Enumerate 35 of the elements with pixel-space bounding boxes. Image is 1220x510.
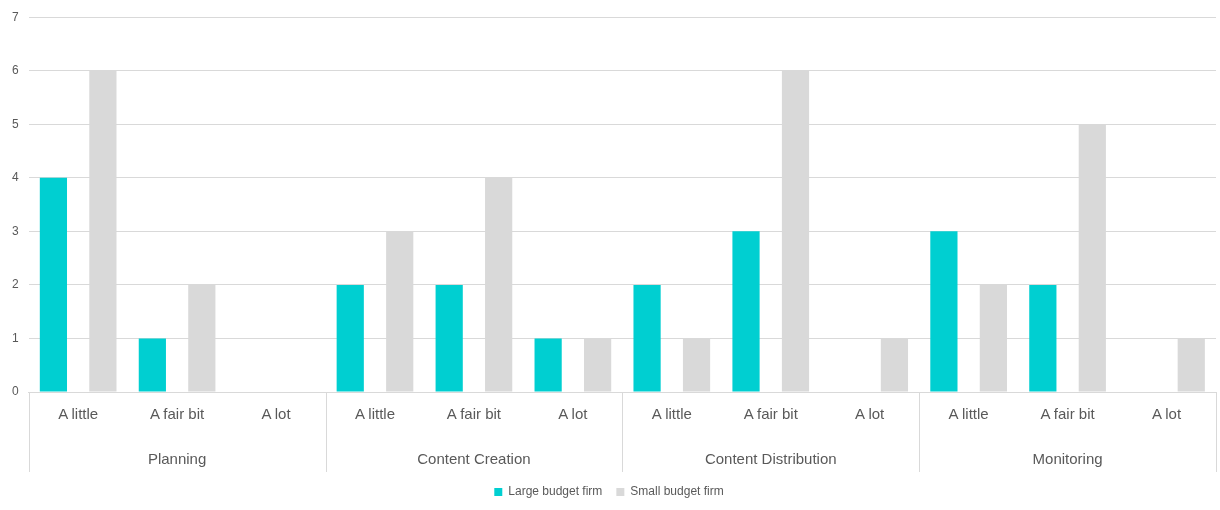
text: Content Distribution <box>704 450 837 468</box>
bar <box>633 284 661 392</box>
legend-label: Large budget firm <box>508 484 603 499</box>
bar <box>435 284 463 392</box>
y-tick-label: 3 <box>11 223 19 238</box>
text: Monitoring <box>1032 450 1103 468</box>
x-tick-label: A lot <box>261 405 292 423</box>
bar <box>534 338 562 392</box>
x-tick-label: A fair bit <box>743 405 799 423</box>
x-tick-label: A lot <box>855 405 886 423</box>
x-tick-label: A little <box>58 405 99 423</box>
x-tick-label: A fair bit <box>446 405 502 423</box>
bar <box>138 338 166 392</box>
y-tick-label: 1 <box>11 330 19 345</box>
bar <box>930 231 958 392</box>
x-tick-label: A lot <box>1151 405 1182 423</box>
x-tick-label: A little <box>948 405 989 423</box>
y-tick-label: 4 <box>11 170 19 185</box>
x-tick-label: A little <box>651 405 692 423</box>
y-tick-label: 6 <box>11 63 19 78</box>
y-tick-label: 7 <box>11 9 19 24</box>
text: Planning <box>147 450 207 468</box>
bar <box>39 177 68 392</box>
y-tick-label: 2 <box>11 277 19 292</box>
x-tick-label: A little <box>354 405 395 423</box>
text: Content Creation <box>417 450 531 468</box>
y-tick-label: 0 <box>11 384 19 399</box>
y-tick-label: 5 <box>11 116 19 131</box>
bar <box>732 231 760 392</box>
x-tick-label: A fair bit <box>1040 405 1096 423</box>
bar <box>1029 284 1057 392</box>
x-tick-label: A lot <box>558 405 589 423</box>
legend-label: Small budget firm <box>630 484 724 499</box>
bar <box>336 284 364 392</box>
x-tick-label: A fair bit <box>149 405 206 423</box>
